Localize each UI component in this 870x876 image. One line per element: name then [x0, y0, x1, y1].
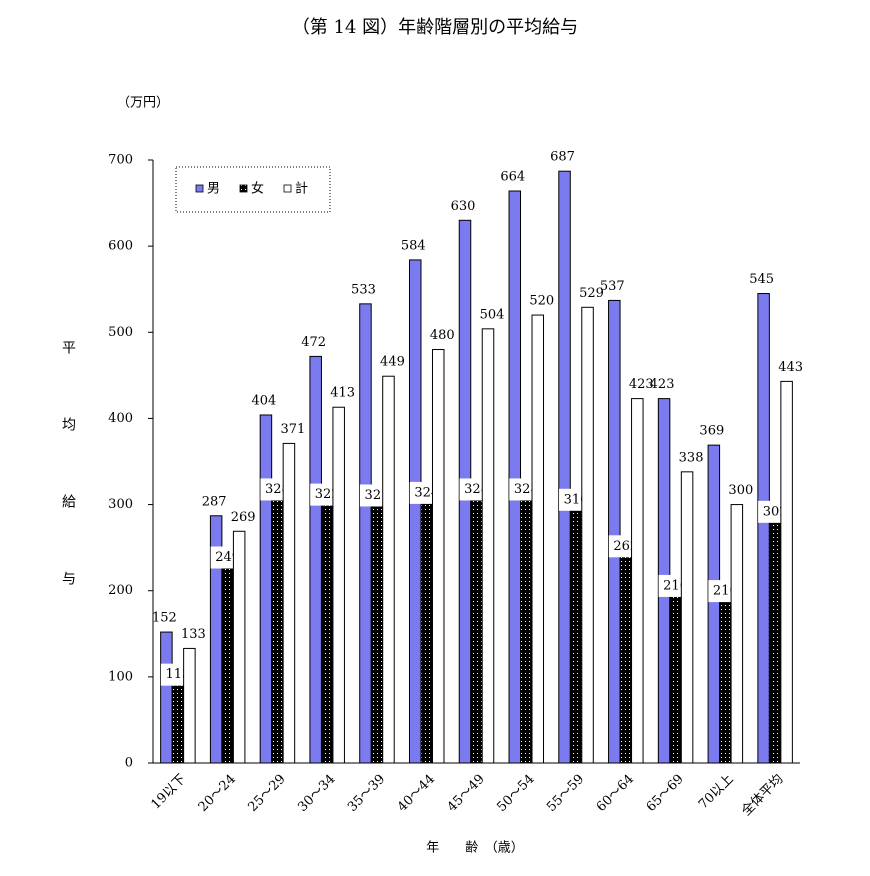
- bar: [408, 259, 422, 764]
- x-tick-label: 50～54: [494, 772, 537, 815]
- legend-box: [175, 166, 331, 213]
- value-label: 529: [579, 286, 604, 301]
- bar: [730, 504, 744, 764]
- y-tick-label: 700: [108, 153, 133, 168]
- x-axis-title: 年 齢 （歳）: [426, 841, 524, 856]
- value-label: 533: [351, 282, 376, 297]
- legend-label: 男: [207, 182, 220, 197]
- value-label: 287: [202, 494, 227, 509]
- value-label: 300: [728, 483, 753, 498]
- y-tick-label: 400: [108, 411, 133, 426]
- value-label: 472: [301, 335, 326, 350]
- x-tick-label: 60～64: [594, 772, 637, 815]
- value-label: 687: [550, 150, 575, 165]
- bar: [259, 414, 273, 764]
- bar: [221, 548, 234, 764]
- x-tick-label: 19以下: [148, 772, 189, 813]
- bar: [531, 314, 545, 764]
- y-unit: （万円）: [117, 96, 169, 111]
- x-tick-label: 40～44: [395, 772, 438, 815]
- bar: [569, 490, 583, 764]
- value-label: 664: [500, 170, 525, 185]
- value-label: 584: [401, 238, 426, 253]
- bar: [382, 375, 395, 764]
- bar: [581, 306, 594, 764]
- bar: [370, 485, 384, 764]
- bar: [320, 485, 334, 764]
- x-tick-label: 20～24: [196, 772, 239, 815]
- value-label: 520: [529, 294, 554, 309]
- bar: [359, 303, 372, 764]
- value-label: 537: [600, 279, 625, 294]
- bar: [271, 479, 284, 764]
- x-tick-label: 全体平均: [738, 771, 786, 819]
- value-label: 449: [380, 355, 405, 370]
- bar: [183, 647, 196, 764]
- value-label: 545: [749, 272, 774, 287]
- bar: [707, 444, 721, 764]
- value-label: 152: [152, 611, 177, 626]
- bar: [232, 530, 246, 764]
- legend-swatch: [239, 184, 248, 193]
- x-tick-label: 25～29: [246, 772, 289, 815]
- bar: [508, 190, 522, 764]
- value-label: 371: [281, 422, 306, 437]
- y-tick-label: 0: [125, 756, 133, 771]
- bar: [757, 293, 770, 764]
- x-tick-label: 35～39: [345, 772, 388, 815]
- x-tick-label: 65～69: [644, 772, 687, 815]
- bar: [470, 479, 483, 764]
- chart-title: （第 14 図）年齢階層別の平均給与: [292, 17, 578, 38]
- legend-label: 女: [251, 181, 264, 197]
- bar: [768, 502, 782, 764]
- value-label: 369: [699, 424, 724, 439]
- y-tick-label: 200: [108, 583, 133, 598]
- value-label: 443: [778, 360, 803, 375]
- bar: [332, 406, 345, 764]
- bar: [160, 631, 173, 764]
- y-tick-label: 500: [108, 325, 133, 340]
- bar: [431, 349, 445, 764]
- value-label: 504: [480, 307, 505, 322]
- value-label: 404: [252, 393, 277, 408]
- value-label: 423: [629, 377, 654, 392]
- legend-label: 計: [295, 181, 308, 197]
- x-tick-label: 45～49: [445, 772, 488, 815]
- bar: [780, 380, 793, 764]
- bar: [420, 483, 433, 764]
- y-axis-title: 平均給与: [60, 340, 76, 648]
- bar: [282, 442, 296, 764]
- bar: [558, 170, 571, 764]
- bar: [481, 328, 495, 764]
- value-label: 423: [650, 377, 675, 392]
- value-label: 133: [181, 627, 206, 642]
- value-label: 338: [679, 450, 704, 465]
- x-tick-label: 30～34: [295, 772, 338, 815]
- legend-swatch: [283, 184, 292, 193]
- bar: [631, 398, 644, 764]
- y-tick-label: 300: [108, 497, 133, 512]
- bar: [719, 581, 732, 764]
- x-tick-label: 55～59: [544, 772, 587, 815]
- bar: [309, 355, 322, 764]
- bar: [619, 536, 633, 764]
- value-label: 630: [451, 199, 476, 214]
- bar: [680, 471, 694, 764]
- y-tick-label: 100: [108, 669, 133, 684]
- value-label: 413: [330, 386, 355, 401]
- bar: [608, 299, 621, 764]
- legend-swatch: [195, 184, 204, 193]
- value-label: 269: [231, 510, 256, 525]
- x-tick-label: 70以上: [696, 772, 737, 813]
- bar: [669, 576, 682, 764]
- bar: [520, 479, 533, 764]
- y-tick-label: 600: [108, 239, 133, 254]
- value-label: 480: [430, 328, 455, 343]
